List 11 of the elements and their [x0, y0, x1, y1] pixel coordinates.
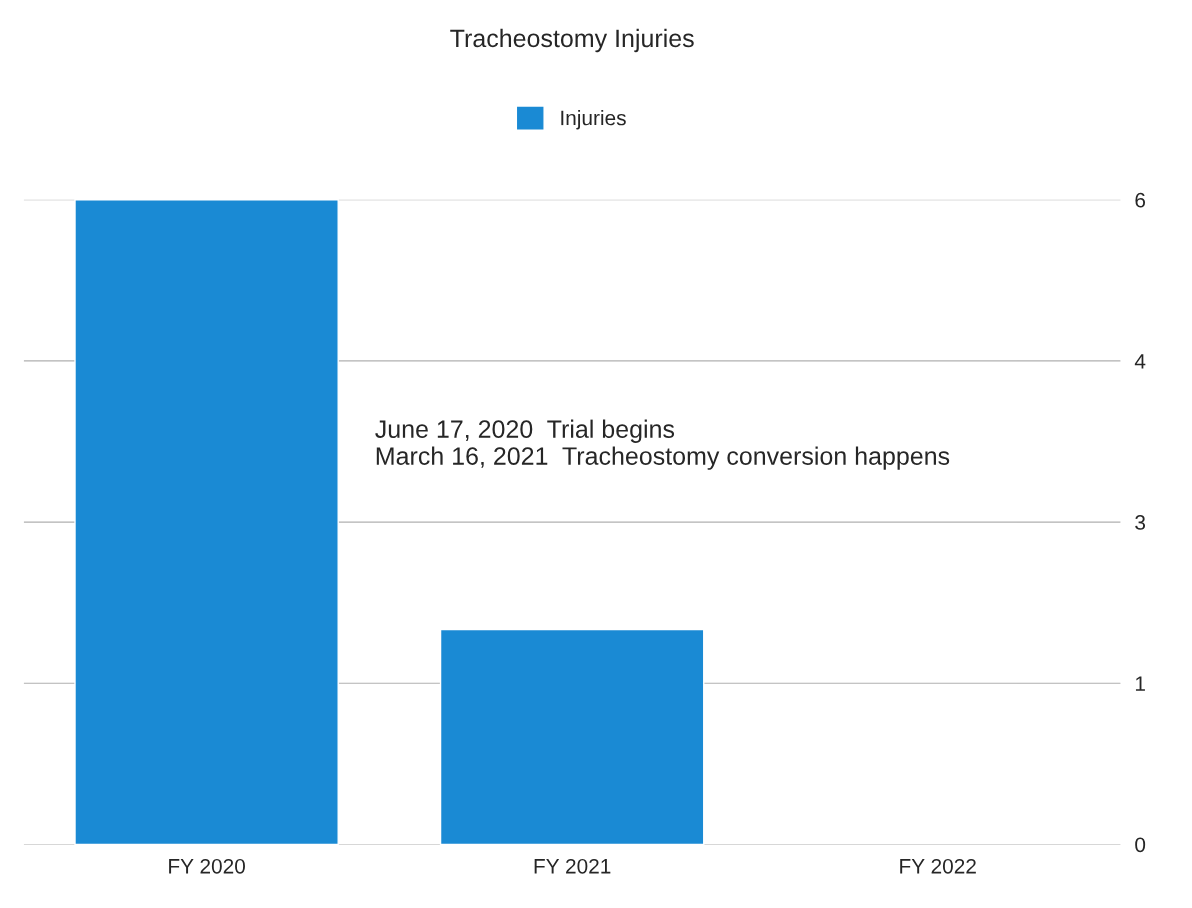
y-tick-label: 3: [1135, 515, 1146, 530]
x-tick-label: FY 2020: [169, 858, 245, 874]
y-tick-label: 1: [1135, 676, 1145, 691]
annotation: June 17, 2020 Trial begins March 16, 2021 Tracheostomy conversion happens: [375, 419, 950, 470]
x-tick-label: FY 2021: [534, 858, 611, 874]
y-tick-label: 6: [1135, 192, 1146, 208]
x-tick-label: FY 2022: [900, 858, 976, 874]
legend-label: Injuries: [561, 110, 626, 130]
y-tick-label: 0: [1135, 837, 1146, 853]
y-tick-label: 4: [1134, 354, 1146, 369]
chart-title: Tracheostomy Injuries: [450, 28, 694, 53]
